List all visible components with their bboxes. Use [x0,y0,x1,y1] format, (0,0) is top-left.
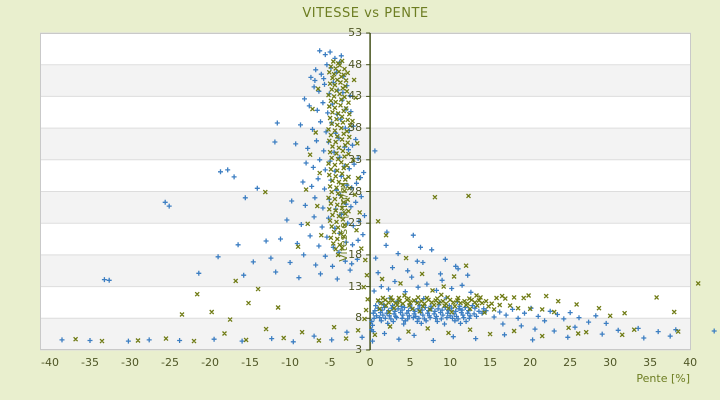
y-tick-label: 13 [348,279,363,293]
grid-band [40,191,691,224]
x-tick-label: 40 [683,356,698,369]
y-tick-label: 3 [355,343,363,356]
x-tick-label: 20 [523,356,538,369]
grid-band [40,128,691,160]
plot-border [40,33,691,350]
x-tick-label: -10 [281,356,300,369]
x-tick-label: -25 [161,356,180,369]
x-tick-label: 25 [563,356,578,369]
grid-band [40,64,691,97]
y-tick-label: 33 [348,152,363,166]
x-tick-label: -30 [121,356,139,369]
y-tick-label: 48 [348,57,363,71]
y-tick-label: 8 [355,311,363,325]
x-tick-label: 0 [366,356,374,369]
x-tick-label: -35 [81,356,99,369]
x-axis-label: Pente [%] [636,372,690,385]
x-tick-label: 10 [443,356,458,369]
x-tick-label: -5 [324,356,336,369]
y-tick-label: 38 [348,121,363,135]
x-tick-label: -40 [41,356,59,369]
y-tick-label: 23 [348,216,363,230]
x-tick-label: 5 [406,356,414,369]
x-tick-label: -20 [201,356,220,369]
chart-title: VITESSE vs PENTE [302,6,429,21]
y-tick-label: 18 [348,247,363,261]
y-tick-label: 28 [348,184,363,198]
grid-band [40,318,691,350]
y-tick-label: 53 [348,26,363,39]
x-tick-label: 30 [603,356,618,369]
x-tick-label: -15 [241,356,260,369]
series-vitesse-olive-points [73,58,701,344]
x-tick-label: 35 [643,356,658,369]
x-tick-label: 15 [483,356,498,369]
y-tick-label: 43 [348,89,363,103]
